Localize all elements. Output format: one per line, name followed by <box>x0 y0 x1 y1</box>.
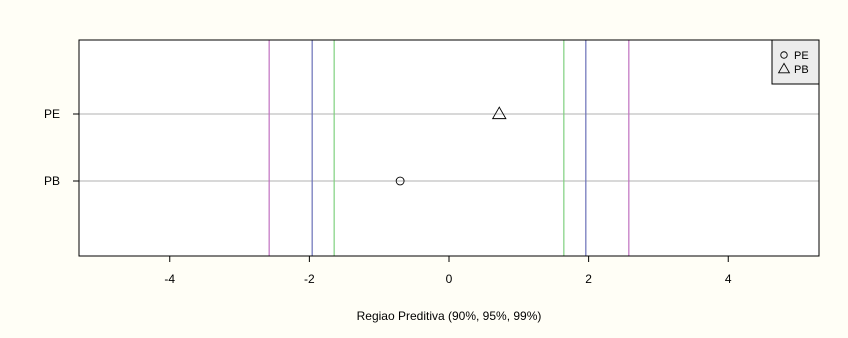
reference-lines <box>268 40 630 256</box>
legend-label-pe: PE <box>794 50 809 62</box>
x-tick-label: 2 <box>585 272 592 286</box>
plot-area <box>79 40 819 256</box>
x-tick-label: -4 <box>164 272 175 286</box>
x-tick-label: 4 <box>725 272 732 286</box>
x-tick-label: -2 <box>304 272 315 286</box>
category-gridlines <box>79 113 819 182</box>
legend-box <box>771 39 820 85</box>
x-axis: -4 -2 0 2 4 <box>164 255 732 286</box>
legend-marker-pb <box>777 62 791 74</box>
x-tick-label: 0 <box>446 272 453 286</box>
point-pb <box>395 176 405 186</box>
point-pe <box>491 106 507 120</box>
x-axis-label: Regiao Preditiva (90%, 95%, 99%) <box>357 309 542 323</box>
data-points <box>395 106 507 186</box>
legend-marker-pe <box>780 51 788 59</box>
legend: PE PB <box>771 39 820 85</box>
y-axis: PE PB <box>44 107 79 188</box>
y-tick-label-pb: PB <box>44 174 60 188</box>
y-tick-label-pe: PE <box>44 107 60 121</box>
legend-label-pb: PB <box>794 64 809 76</box>
